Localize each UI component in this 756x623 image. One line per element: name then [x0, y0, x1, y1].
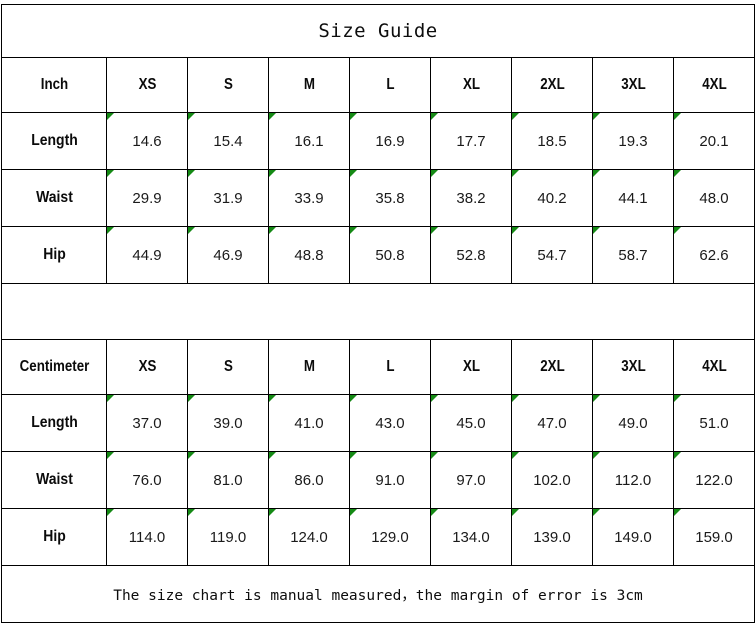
measure-label-waist: Waist: [6, 451, 102, 509]
measure-value-waist-m: 86.0: [268, 451, 350, 509]
measure-value-length-3xl: 49.0: [592, 394, 674, 452]
measure-value-hip-xs: 44.9: [106, 226, 188, 284]
title-row: Size Guide: [0, 4, 756, 58]
measure-value-waist-m: 33.9: [268, 169, 350, 227]
measure-value-hip-l: 50.8: [349, 226, 431, 284]
measure-value-hip-xl: 134.0: [430, 508, 512, 566]
measure-value-hip-s: 46.9: [187, 226, 269, 284]
size-header-s: S: [192, 57, 264, 113]
size-header-l: L: [354, 339, 426, 395]
table-row: Waist 29.9 31.9 33.9 35.8 38.2 40.2 44.1 48.0: [2, 169, 756, 227]
measure-value-waist-3xl: 112.0: [592, 451, 674, 509]
measure-value-length-l: 16.9: [349, 112, 431, 170]
measure-value-waist-xs: 76.0: [106, 451, 188, 509]
measure-label-hip: Hip: [6, 508, 102, 566]
footer-note: The size chart is manual measured，the ma…: [0, 565, 756, 623]
measure-value-length-m: 41.0: [268, 394, 350, 452]
measure-label-hip: Hip: [6, 226, 102, 284]
measure-value-length-m: 16.1: [268, 112, 350, 170]
header-row-centimeter: Centimeter XS S M L XL 2XL 3XL 4XL: [2, 339, 755, 395]
measure-value-length-xl: 17.7: [430, 112, 512, 170]
measure-value-length-4xl: 20.1: [672, 112, 756, 170]
measure-value-hip-3xl: 58.7: [592, 226, 674, 284]
size-header-3xl: 3XL: [597, 57, 669, 113]
page-title: Size Guide: [0, 4, 756, 58]
measure-label-length: Length: [6, 394, 102, 452]
measure-value-length-xs: 14.6: [106, 112, 188, 170]
measure-value-waist-s: 31.9: [187, 169, 269, 227]
measure-value-length-xl: 45.0: [430, 394, 512, 452]
table-row: Hip 44.9 46.9 48.8 50.8 52.8 54.7 58.7 62.6: [2, 226, 756, 284]
size-header-4xl: 4XL: [678, 57, 750, 113]
measure-value-waist-xs: 29.9: [106, 169, 188, 227]
measure-value-hip-4xl: 62.6: [672, 226, 756, 284]
size-header-3xl: 3XL: [597, 339, 669, 395]
unit-header-centimeter: Centimeter: [8, 339, 100, 395]
measure-value-hip-2xl: 139.0: [511, 508, 593, 566]
size-header-2xl: 2XL: [516, 57, 588, 113]
measure-value-waist-2xl: 102.0: [511, 451, 593, 509]
spacer-row: [0, 283, 756, 340]
measure-label-waist: Waist: [6, 169, 102, 227]
table-row: Length 37.0 39.0 41.0 43.0 45.0 47.0 49.0 51.0: [2, 394, 756, 452]
measure-value-waist-s: 81.0: [187, 451, 269, 509]
measure-value-length-2xl: 47.0: [511, 394, 593, 452]
measure-value-waist-2xl: 40.2: [511, 169, 593, 227]
table-row: Waist 76.0 81.0 86.0 91.0 97.0 102.0 112.0 122.0: [2, 451, 756, 509]
measure-value-waist-4xl: 122.0: [672, 451, 756, 509]
measure-value-length-s: 15.4: [187, 112, 269, 170]
size-header-2xl: 2XL: [516, 339, 588, 395]
measure-value-hip-3xl: 149.0: [592, 508, 674, 566]
measure-value-length-3xl: 19.3: [592, 112, 674, 170]
measure-value-waist-l: 35.8: [349, 169, 431, 227]
measure-value-hip-xs: 114.0: [106, 508, 188, 566]
measure-value-length-2xl: 18.5: [511, 112, 593, 170]
size-header-xl: XL: [435, 339, 507, 395]
measure-value-waist-3xl: 44.1: [592, 169, 674, 227]
measure-value-waist-xl: 38.2: [430, 169, 512, 227]
size-guide-table: Size Guide Inch XS S M L XL 2XL 3XL 4XL Length 14.6…: [0, 4, 756, 623]
measure-value-hip-s: 119.0: [187, 508, 269, 566]
measure-value-length-s: 39.0: [187, 394, 269, 452]
unit-header-inch: Inch: [8, 57, 100, 113]
measure-value-hip-xl: 52.8: [430, 226, 512, 284]
size-guide-sheet: Size Guide Inch XS S M L XL 2XL 3XL 4XL Length 14.6…: [0, 4, 756, 623]
measure-value-hip-m: 124.0: [268, 508, 350, 566]
size-header-xl: XL: [435, 57, 507, 113]
footer-note-row: The size chart is manual measured，the ma…: [0, 565, 756, 623]
measure-value-waist-4xl: 48.0: [672, 169, 756, 227]
size-header-4xl: 4XL: [678, 339, 750, 395]
header-row-inch: Inch XS S M L XL 2XL 3XL 4XL: [2, 57, 755, 113]
size-header-m: M: [273, 339, 345, 395]
measure-value-hip-4xl: 159.0: [672, 508, 756, 566]
size-header-s: S: [192, 339, 264, 395]
measure-value-length-4xl: 51.0: [672, 394, 756, 452]
measure-value-hip-m: 48.8: [268, 226, 350, 284]
measure-value-waist-l: 91.0: [349, 451, 431, 509]
measure-label-length: Length: [6, 112, 102, 170]
table-row: Length 14.6 15.4 16.1 16.9 17.7 18.5 19.3 20.1: [2, 112, 756, 170]
measure-value-hip-l: 129.0: [349, 508, 431, 566]
table-row: Hip 114.0 119.0 124.0 129.0 134.0 139.0 149.0 15…: [2, 508, 756, 566]
measure-value-length-xs: 37.0: [106, 394, 188, 452]
size-header-m: M: [273, 57, 345, 113]
measure-value-waist-xl: 97.0: [430, 451, 512, 509]
size-header-xs: XS: [111, 57, 183, 113]
size-header-xs: XS: [111, 339, 183, 395]
size-header-l: L: [354, 57, 426, 113]
measure-value-hip-2xl: 54.7: [511, 226, 593, 284]
spacer-cell: [0, 283, 756, 340]
measure-value-length-l: 43.0: [349, 394, 431, 452]
